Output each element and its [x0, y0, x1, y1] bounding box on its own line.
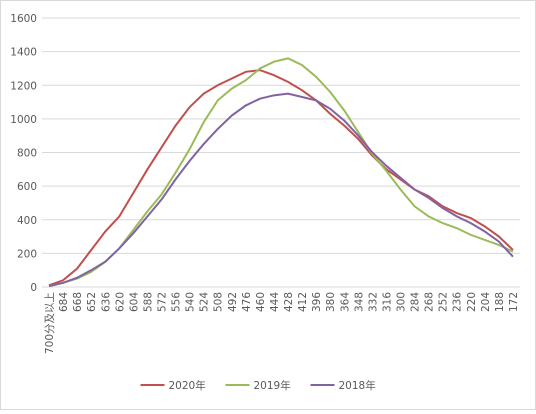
x-tick-label: 588	[142, 292, 154, 312]
x-tick-label: 476	[241, 292, 253, 312]
series-line	[48, 92, 514, 288]
x-tick-label: 636	[100, 292, 112, 312]
x-tick-label: 444	[269, 292, 281, 312]
x-tick-label: 684	[58, 292, 70, 312]
x-tick-label: 700分及以上	[44, 292, 56, 354]
x-tick-label: 572	[157, 292, 169, 312]
x-tick-label: 300	[396, 292, 408, 312]
series-line	[48, 57, 514, 288]
x-tick-label: 460	[255, 292, 267, 312]
x-tick-label: 252	[438, 292, 450, 312]
x-tick-label: 268	[424, 292, 436, 312]
x-tick-label: 412	[297, 292, 309, 312]
x-tick-label: 540	[185, 292, 197, 312]
x-tick-label: 396	[311, 292, 323, 312]
legend-label: 2018年	[339, 379, 376, 392]
y-tick-label: 0	[30, 282, 37, 294]
x-tick-label: 428	[283, 292, 295, 312]
x-tick-label: 508	[213, 292, 225, 312]
x-tick-label: 172	[508, 292, 520, 312]
x-tick-label: 620	[114, 292, 126, 312]
x-tick-label: 364	[339, 292, 351, 312]
y-tick-label: 200	[17, 248, 37, 260]
series-line	[48, 69, 514, 287]
x-tick-label: 284	[410, 292, 422, 312]
y-tick-label: 400	[17, 215, 37, 227]
y-tick-label: 1600	[10, 13, 37, 25]
y-tick-label: 800	[17, 148, 37, 160]
x-tick-label: 556	[171, 292, 183, 312]
y-tick-label: 1200	[10, 80, 37, 92]
legend-label: 2020年	[169, 379, 206, 392]
x-tick-label: 524	[199, 292, 211, 312]
x-tick-label: 668	[72, 292, 84, 312]
x-tick-label: 204	[480, 292, 492, 312]
y-tick-label: 1400	[10, 47, 37, 59]
x-tick-label: 188	[494, 292, 506, 312]
x-tick-label: 380	[325, 292, 337, 312]
x-tick-label: 316	[381, 292, 393, 312]
x-tick-label: 332	[367, 292, 379, 312]
x-tick-label: 348	[353, 292, 365, 312]
x-tick-label: 652	[86, 292, 98, 312]
x-tick-label: 492	[227, 292, 239, 312]
x-tick-label: 220	[466, 292, 478, 312]
y-tick-label: 600	[17, 181, 37, 193]
legend-label: 2019年	[254, 379, 291, 392]
x-tick-label: 604	[128, 292, 140, 312]
y-tick-label: 1000	[10, 114, 37, 126]
x-tick-label: 236	[452, 292, 464, 312]
